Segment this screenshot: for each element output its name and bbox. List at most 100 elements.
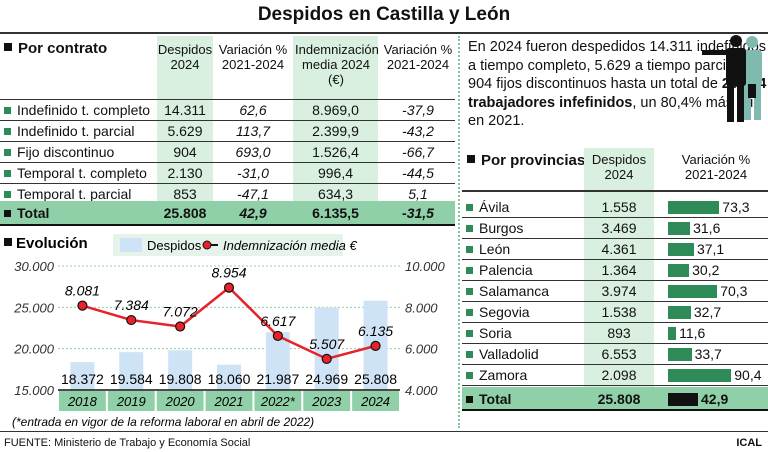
variation-bar (668, 285, 718, 298)
section-heading-provincias: Por provincias (467, 152, 585, 169)
variacion-indem-value: -44,5 (402, 165, 434, 181)
line-value-label: 7.384 (114, 297, 149, 313)
legend (113, 234, 343, 256)
variation-value: 42,9 (701, 391, 729, 407)
line-point (370, 340, 381, 351)
variation-value: 37,1 (696, 241, 725, 257)
line-point (272, 330, 283, 342)
variation-bar (668, 201, 720, 214)
variacion-indem-value: -43,2 (402, 123, 434, 139)
variation-value: 70,3 (720, 283, 748, 299)
bar-value-label: 19.808 (159, 371, 202, 387)
despidos-value: 25.808 (597, 391, 641, 407)
despidos-value: 4.361 (584, 239, 654, 259)
line-point (223, 282, 235, 293)
despidos-value: 1.558 (584, 197, 654, 217)
right-tick-label: 10.000 (405, 259, 446, 274)
despidos-value: 5.629 (157, 121, 213, 141)
indemnizacion-value: 996,4 (293, 163, 378, 183)
divider (458, 36, 460, 428)
variacion-value: -31,0 (237, 165, 269, 181)
variation-bar (668, 306, 691, 319)
footnote: (*entrada en vigor de la reforma laboral… (12, 415, 314, 429)
line-point (126, 314, 137, 326)
table-row: Indefinido t. parcial 5.629 113,7 2.399,9 -4… (0, 121, 455, 142)
x-tick-label: 2024 (360, 394, 390, 409)
province-name: Total (462, 387, 511, 411)
line-point (175, 321, 186, 332)
bar-value-label: 21.987 (256, 371, 299, 387)
chart-title: Evolución (16, 235, 88, 252)
variacion-indem-value: -37,9 (402, 102, 434, 118)
bar-value-label: 19.584 (110, 371, 153, 387)
year-cell (205, 391, 253, 411)
table-total-row: Total 25.808 42,9 6.135,5 -31,5 (0, 201, 455, 226)
variacion-indem-value: 5,1 (408, 186, 428, 202)
indemnizacion-value: 6.135,5 (312, 205, 359, 221)
year-cell (156, 391, 204, 411)
row-label: Indefinido t. completo (0, 100, 150, 121)
variacion-value: 693,0 (235, 144, 271, 160)
variacion-value: 42,9 (239, 205, 267, 221)
despidos-value: 6.553 (584, 344, 654, 364)
left-tick-label: 20.000 (13, 342, 55, 357)
despidos-value: 853 (157, 184, 213, 204)
variacion-value: -47,1 (237, 186, 269, 202)
divider (0, 431, 768, 432)
variation-bar (668, 222, 691, 235)
line-value-label: 7.072 (163, 304, 198, 320)
divider (0, 32, 768, 34)
province-row: Salamanca 3.974 70,3 (462, 281, 768, 302)
province-row: Soria 893 11,6 (462, 323, 768, 344)
despidos-value: 893 (584, 323, 654, 343)
year-cell (352, 391, 399, 411)
province-row: Palencia 1.364 30,2 (462, 260, 768, 281)
variation-bar (668, 369, 732, 382)
variation-value: 11,6 (679, 325, 706, 341)
left-tick-label: 15.000 (14, 383, 55, 398)
evolution-chart: Evolución Despidos Indemnización media € 15… (4, 234, 446, 429)
row-label: Indefinido t. parcial (0, 121, 135, 142)
despidos-bar (265, 332, 290, 390)
left-tick-label: 30.000 (14, 259, 55, 274)
province-name: Salamanca (462, 281, 549, 302)
line-value-label: 5.507 (309, 336, 345, 352)
row-label: Temporal t. completo (0, 163, 147, 184)
variation-bar (668, 243, 694, 256)
bar-value-label: 25.808 (354, 371, 397, 387)
despidos-bar (119, 352, 144, 390)
year-cell (303, 391, 351, 411)
province-name: Burgos (462, 218, 523, 239)
section-heading-contrato: Por contrato (4, 40, 107, 57)
right-tick-label: 4.000 (405, 383, 438, 398)
variation-value: 33,7 (694, 346, 722, 362)
province-name: Palencia (462, 260, 533, 281)
year-cell (107, 391, 155, 411)
business-people-icon (702, 35, 762, 122)
brand-logo: ICAL (736, 437, 762, 449)
province-name: Segovia (462, 302, 530, 323)
bar-value-label: 18.060 (208, 371, 251, 387)
line-point (321, 353, 332, 364)
legend-label: Despidos (147, 238, 202, 253)
province-row: Valladolid 6.553 33,7 (462, 344, 768, 365)
indemnizacion-value: 8.969,0 (293, 100, 378, 120)
province-row: Zamora 2.098 90,4 (462, 365, 768, 386)
despidos-value: 3.469 (584, 218, 654, 238)
province-name: Valladolid (462, 344, 539, 365)
year-cell (59, 391, 106, 411)
header-variacion-indem: Variación % 2021-2024 (383, 42, 453, 72)
legend-bar-swatch (120, 238, 142, 252)
page-title: Despidos en Castilla y León (257, 4, 511, 25)
bar-value-label: 18.372 (61, 371, 104, 387)
line-value-label: 6.135 (358, 323, 393, 339)
line-value-label: 8.954 (211, 265, 246, 281)
header-despidos: Despidos 2024 (157, 42, 213, 72)
province-total-row: Total 25.808 42,9 (462, 387, 768, 411)
header-indemnizacion: Indemnización media 2024 (€) (295, 42, 379, 87)
x-tick-label: 2023 (311, 394, 342, 409)
despidos-value: 1.538 (584, 302, 654, 322)
variation-value: 73,3 (722, 199, 750, 215)
variation-bar (668, 393, 699, 406)
legend-marker (202, 240, 212, 250)
